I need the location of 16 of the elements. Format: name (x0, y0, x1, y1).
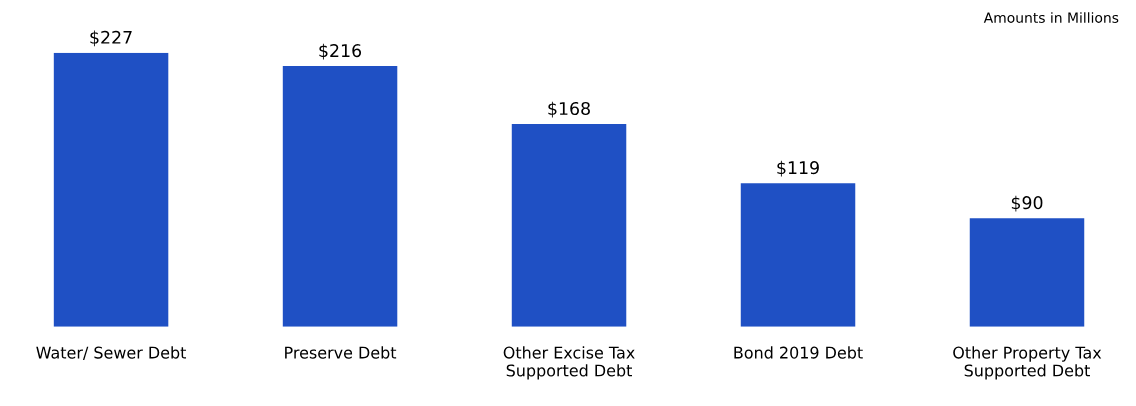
data-label: $119 (777, 160, 819, 177)
data-label: $90 (1011, 195, 1043, 212)
x-tick-label: Other Property Tax Supported Debt (953, 346, 1102, 380)
bar (282, 66, 398, 327)
bar (511, 124, 627, 327)
x-tick-label: Other Excise Tax Supported Debt (503, 346, 635, 380)
x-tick-label: Preserve Debt (285, 346, 397, 359)
bar (740, 183, 856, 327)
text: Amounts in Millions (983, 12, 1119, 23)
bar (53, 52, 169, 327)
x-tick-label: Bond 2019 Debt (734, 346, 863, 359)
data-label: $216 (319, 43, 362, 60)
data-label: $227 (90, 30, 132, 47)
bar (969, 218, 1085, 327)
x-tick-label: Water/ Sewer Debt (36, 346, 187, 360)
data-label: $168 (548, 101, 590, 118)
